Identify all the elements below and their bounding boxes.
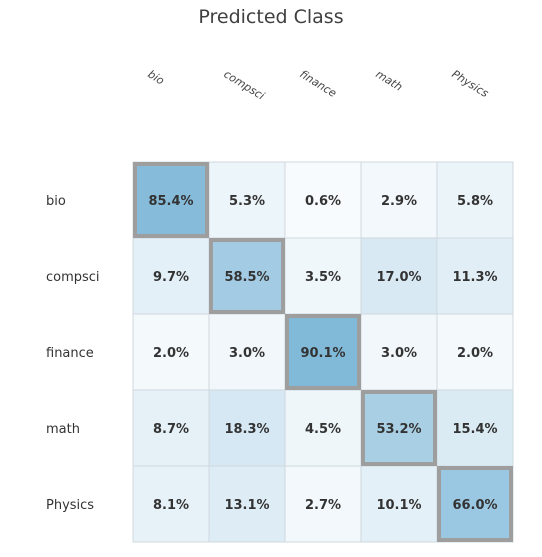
cell-label: 2.0% <box>153 346 189 361</box>
cell-label: 58.5% <box>224 270 269 285</box>
cell-label-layer: 85.4% 5.3% 0.6% 2.9% 5.8% 9.7% 58.5% 3.5% 17.0% 1… <box>148 194 497 513</box>
cell-label: 3.0% <box>229 346 265 361</box>
cell-label: 11.3% <box>452 270 497 285</box>
cell-label: 3.5% <box>305 270 341 285</box>
cell-math-Physics <box>436 389 514 467</box>
cell-label: 2.0% <box>457 346 493 361</box>
diagonal-highlight-border <box>437 466 513 542</box>
cell-math-finance <box>284 389 362 467</box>
cell-bio-Physics <box>436 161 514 239</box>
diagonal-highlight-border <box>361 390 437 466</box>
cell-finance-bio <box>132 313 210 391</box>
diagonal-highlight-border <box>133 162 209 238</box>
diagonal-highlight-layer <box>133 162 513 542</box>
cell-label: 0.6% <box>305 194 341 209</box>
cell-label: 85.4% <box>148 194 193 209</box>
cell-label: 5.3% <box>229 194 265 209</box>
row-label: compsci <box>46 270 100 285</box>
cell-label: 10.1% <box>376 498 421 513</box>
diagonal-highlight-border <box>209 238 285 314</box>
cell-label: 8.7% <box>153 422 189 437</box>
column-label: compsci <box>221 68 266 103</box>
cell-compsci-compsci <box>208 237 286 315</box>
cell-label: 66.0% <box>452 498 497 513</box>
cell-label: 3.0% <box>381 346 417 361</box>
cells-layer <box>132 161 514 543</box>
row-label: Physics <box>46 498 94 513</box>
cell-label: 2.7% <box>305 498 341 513</box>
cell-Physics-compsci <box>208 465 286 543</box>
cell-label: 5.8% <box>457 194 493 209</box>
cell-label: 9.7% <box>153 270 189 285</box>
cell-Physics-math <box>360 465 438 543</box>
column-label: finance <box>297 68 339 101</box>
column-label: math <box>373 68 404 94</box>
row-label: math <box>46 422 80 437</box>
chart-title: Predicted Class <box>198 6 344 28</box>
diagonal-highlight-border <box>285 314 361 390</box>
row-label: bio <box>46 194 66 209</box>
cell-finance-compsci <box>208 313 286 391</box>
cell-label: 15.4% <box>452 422 497 437</box>
cell-compsci-math <box>360 237 438 315</box>
column-label: bio <box>145 68 166 88</box>
cell-label: 13.1% <box>224 498 269 513</box>
cell-label: 2.9% <box>381 194 417 209</box>
cell-label: 90.1% <box>300 346 345 361</box>
cell-finance-finance <box>284 313 362 391</box>
row-labels: bio compsci finance math Physics <box>46 194 100 513</box>
cell-compsci-finance <box>284 237 362 315</box>
cell-compsci-bio <box>132 237 210 315</box>
cell-label: 18.3% <box>224 422 269 437</box>
column-label: Physics <box>449 68 491 101</box>
column-labels: bio compsci finance math Physics <box>145 68 491 103</box>
row-label: finance <box>46 346 94 361</box>
cell-label: 8.1% <box>153 498 189 513</box>
cell-finance-math <box>360 313 438 391</box>
cell-label: 17.0% <box>376 270 421 285</box>
cell-label: 53.2% <box>376 422 421 437</box>
cell-finance-Physics <box>436 313 514 391</box>
cell-label: 4.5% <box>305 422 341 437</box>
